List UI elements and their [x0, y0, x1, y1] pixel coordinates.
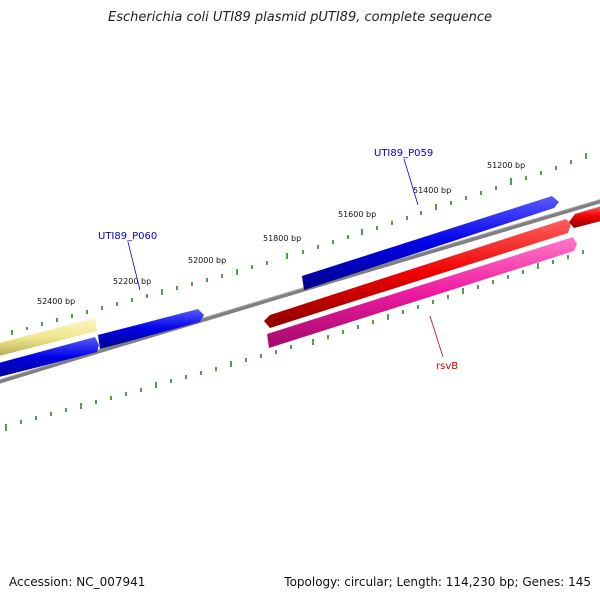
scale-label-52000: 52000 bp: [188, 256, 226, 265]
inner-scale-ticks: [5, 250, 584, 431]
gene-features: [0, 196, 600, 377]
gene-feature-yellow: [0, 318, 97, 356]
leader-line-rsvb: [429, 315, 444, 358]
outer-scale-ticks: [11, 153, 587, 335]
leader-line-p060: [127, 241, 141, 291]
gene-feature-blue-p060: [98, 309, 204, 349]
plasmid-backbone: [0, 199, 600, 384]
scale-label-52200: 52200 bp: [113, 277, 151, 286]
gene-feature-blue-p059: [302, 196, 559, 290]
scale-label-51600: 51600 bp: [338, 210, 376, 219]
gene-feature-pink-rsvb: [267, 237, 577, 348]
map-title: Escherichia coli UTI89 plasmid pUTI89, c…: [108, 10, 492, 25]
accession-text: Accession: NC_007941: [9, 575, 146, 589]
gene-label-p059: UTI89_P059: [374, 148, 433, 159]
gene-feature-red-right: [569, 206, 600, 228]
scale-labels: 51200 bp 51400 bp 51600 bp 51800 bp 5200…: [37, 161, 525, 306]
leader-line-p059: [403, 158, 419, 206]
scale-label-52400: 52400 bp: [37, 297, 75, 306]
scale-label-51800: 51800 bp: [263, 234, 301, 243]
gene-label-rsvb: rsvB: [436, 361, 458, 372]
gene-feature-blue: [0, 337, 99, 377]
scale-label-51200: 51200 bp: [487, 161, 525, 170]
scale-label-51400: 51400 bp: [413, 186, 451, 195]
topology-info-text: Topology: circular; Length: 114,230 bp; …: [284, 575, 591, 589]
gene-label-p060: UTI89_P060: [98, 231, 157, 242]
gene-feature-red: [264, 219, 571, 328]
